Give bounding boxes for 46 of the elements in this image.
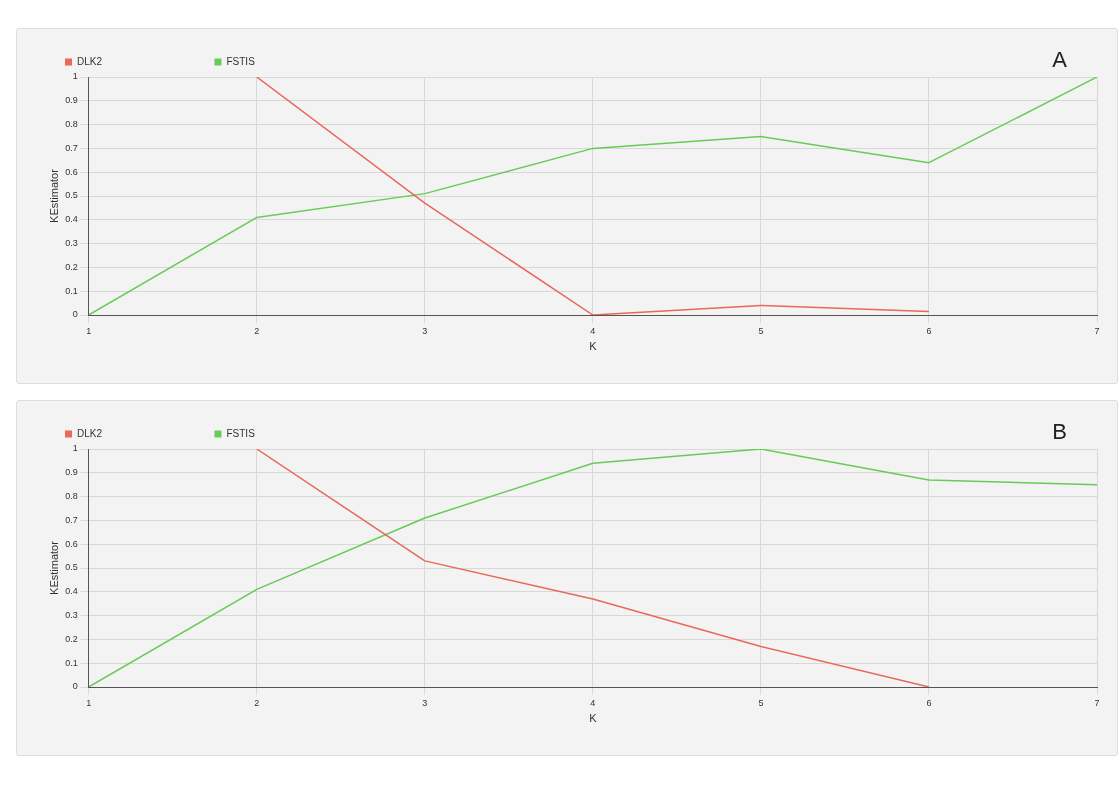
y-tick-label: 0.8	[65, 119, 78, 130]
x-axis-title: K	[589, 340, 598, 353]
x-tick-label: 1	[86, 325, 92, 336]
x-tick-label: 1	[86, 697, 92, 708]
y-tick-label: 0.3	[65, 238, 78, 249]
y-tick-label: 1	[72, 443, 78, 454]
x-tick-label: 2	[254, 325, 260, 336]
x-tick-label: 3	[422, 325, 428, 336]
y-tick-label: 0.5	[65, 190, 78, 201]
y-tick-label: 0.2	[65, 633, 78, 644]
x-tick-label: 4	[590, 697, 596, 708]
y-tick-label: 0.6	[65, 538, 78, 549]
text: B	[1052, 419, 1067, 445]
y-tick-label: 1	[72, 71, 78, 82]
y-tick-label: 0.5	[65, 562, 78, 573]
y-tick-label: 0.3	[65, 610, 78, 621]
y-tick-label: 0	[72, 309, 78, 320]
y-axis-title: KEstimator	[47, 540, 60, 595]
x-tick-label: 6	[926, 325, 932, 336]
x-tick-label: 5	[758, 697, 764, 708]
y-tick-label: 0.6	[65, 166, 78, 177]
text: A	[1052, 47, 1068, 73]
x-tick-label: 3	[422, 697, 428, 708]
legend-label: FSTIS	[226, 427, 350, 439]
y-tick-label: 0.4	[65, 586, 78, 597]
x-tick-label: 2	[254, 697, 260, 708]
legend-label: DLK2	[77, 427, 197, 439]
x-tick-label: 7	[1094, 697, 1100, 708]
y-tick-label: 0	[72, 681, 78, 692]
x-tick-label: 5	[758, 325, 764, 336]
legend-label: FSTIS	[226, 55, 350, 67]
legend-label: DLK2	[77, 55, 197, 67]
y-tick-label: 0.7	[65, 142, 78, 153]
y-tick-label: 0.8	[65, 491, 78, 502]
y-tick-label: 0.1	[65, 285, 78, 296]
y-axis-title: KEstimator	[47, 168, 60, 223]
x-axis-title: K	[589, 712, 598, 725]
x-tick-label: 6	[926, 697, 932, 708]
y-tick-label: 0.9	[65, 95, 78, 106]
y-tick-label: 0.7	[65, 514, 78, 525]
y-tick-label: 0.1	[65, 657, 78, 668]
x-tick-label: 4	[590, 325, 596, 336]
x-tick-label: 7	[1094, 325, 1100, 336]
y-tick-label: 0.9	[65, 467, 78, 478]
y-tick-label: 0.4	[65, 214, 78, 225]
y-tick-label: 0.2	[65, 261, 78, 272]
